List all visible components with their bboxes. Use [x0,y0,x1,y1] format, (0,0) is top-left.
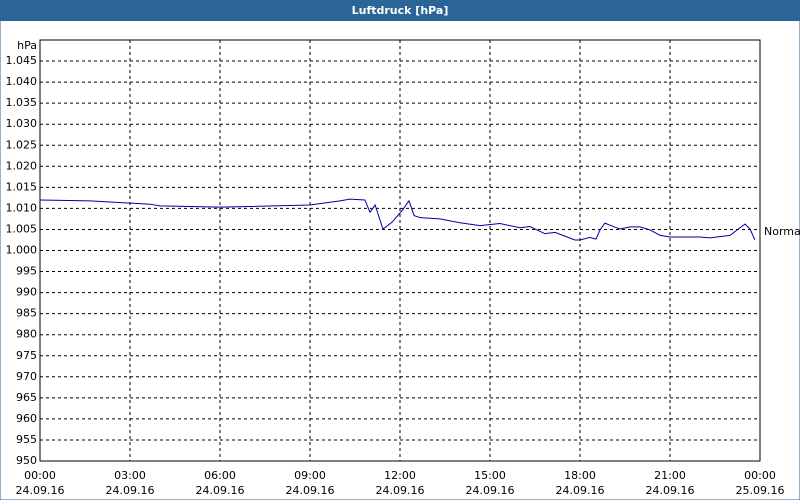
x-tick-label: 09:00 [294,469,326,482]
y-tick-label: 955 [16,433,37,446]
y-tick-label: 965 [16,391,37,404]
x-tick-date: 25.09.16 [736,484,785,497]
y-tick-label: 990 [16,286,37,299]
x-tick-date: 24.09.16 [196,484,245,497]
y-tick-label: 1.040 [6,75,38,88]
x-tick-date: 24.09.16 [556,484,605,497]
y-tick-label: 1.030 [6,117,38,130]
y-tick-label: 975 [16,349,37,362]
x-tick-date: 24.09.16 [466,484,515,497]
y-tick-label: 960 [16,412,37,425]
x-tick-label: 06:00 [204,469,236,482]
chart-title: Luftdruck [hPa] [352,4,449,17]
x-tick-label: 21:00 [654,469,686,482]
y-tick-label: 1.010 [6,201,38,214]
x-tick-label: 00:00 [24,469,56,482]
x-tick-date: 24.09.16 [286,484,335,497]
series-line [39,198,756,241]
x-tick-label: 15:00 [474,469,506,482]
x-tick-label: 12:00 [384,469,416,482]
y-tick-label: 1.035 [6,96,38,109]
series-label: Normal [764,225,800,238]
x-tick-date: 24.09.16 [16,484,65,497]
y-tick-label: 1.005 [6,222,38,235]
x-tick-label: 03:00 [114,469,146,482]
plot-frame [39,39,761,462]
y-tick-label: 1.025 [6,138,38,151]
x-tick-label: 00:00 [744,469,776,482]
y-tick-label: 985 [16,307,37,320]
x-tick-date: 24.09.16 [106,484,155,497]
y-tick-label: 970 [16,370,37,383]
y-tick-label: 950 [16,454,37,467]
y-tick-label: 1.045 [6,54,38,67]
x-tick-date: 24.09.16 [376,484,425,497]
x-tick-label: 18:00 [564,469,596,482]
x-tick-date: 24.09.16 [646,484,695,497]
y-tick-label: 995 [16,265,37,278]
y-tick-label: 1.020 [6,159,38,172]
title-bar [0,0,800,21]
y-tick-label: 980 [16,328,37,341]
y-axis-label: hPa [17,39,37,52]
y-tick-label: 1.000 [6,244,38,257]
y-tick-label: 1.015 [6,180,38,193]
